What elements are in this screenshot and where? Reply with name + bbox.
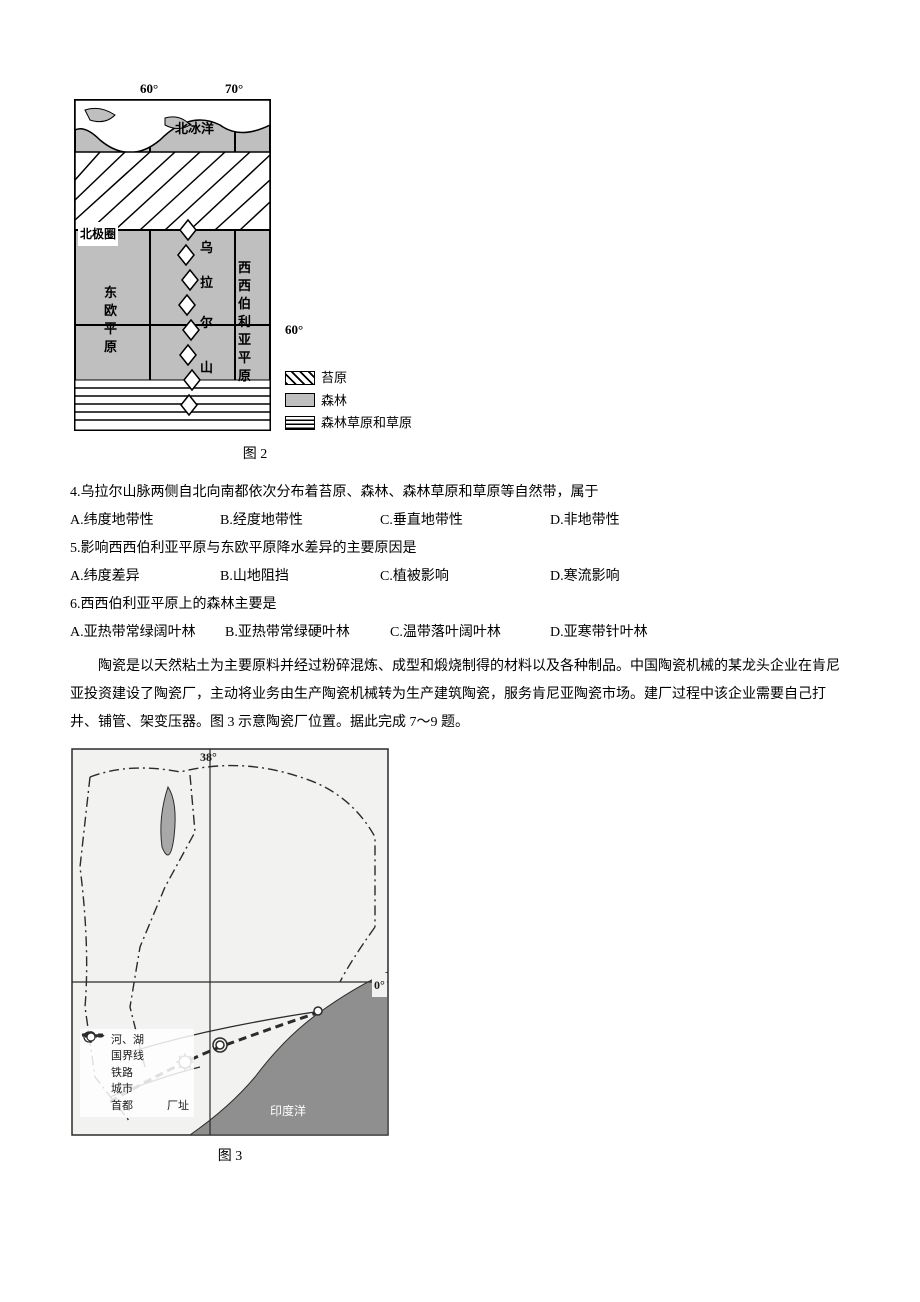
q5-C: C.植被影响: [380, 563, 550, 591]
fig1-mtn-2: 拉: [200, 270, 213, 296]
fig2-lat: 0°: [372, 973, 387, 997]
q4-A: A.纬度地带性: [70, 507, 220, 535]
fig1-lat-60: 60°: [285, 317, 303, 343]
figure-2-map: 38° 0° 印度洋 河、湖 国界线 铁路 城市 首都: [70, 747, 390, 1137]
legend2-factory-label: 厂址: [167, 1098, 189, 1115]
fig1-ocean: 北冰洋: [175, 116, 214, 142]
legend2-border: 国界线: [85, 1048, 189, 1065]
figure-2-caption: 图 3: [70, 1143, 390, 1171]
legend2-rail-label: 铁路: [111, 1065, 133, 1082]
legend-forest: 森林: [285, 391, 412, 411]
figure-2: 38° 0° 印度洋 河、湖 国界线 铁路 城市 首都: [70, 747, 850, 1171]
legend-steppe-label: 森林草原和草原: [321, 413, 412, 433]
fig1-mtn-1: 乌: [200, 235, 213, 261]
legend-tundra: 苔原: [285, 368, 412, 388]
legend2-city: 城市: [85, 1081, 189, 1098]
legend2-capital-factory: 首都 厂址: [85, 1098, 189, 1115]
figure-1-map: 60° 70° 60° 北冰洋 北极圈 东 欧 平 原 西 西 伯 利 亚 平 …: [70, 70, 440, 435]
q5-B: B.山地阻挡: [220, 563, 380, 591]
legend-tundra-label: 苔原: [321, 368, 347, 388]
legend2-capital-label: 首都: [111, 1098, 133, 1115]
q4-options: A.纬度地带性 B.经度地带性 C.垂直地带性 D.非地带性: [70, 507, 850, 535]
legend2-rail: 铁路: [85, 1065, 189, 1082]
fig1-arctic-circle: 北极圈: [78, 222, 118, 246]
legend-forest-label: 森林: [321, 391, 347, 411]
passage-7-9: 陶瓷是以天然粘土为主要原料并经过粉碎混炼、成型和煅烧制得的材料以及各种制品。中国…: [70, 653, 850, 737]
q5-stem: 5.影响西西伯利亚平原与东欧平原降水差异的主要原因是: [70, 535, 850, 563]
fig2-legend: 河、湖 国界线 铁路 城市 首都 厂址: [80, 1029, 194, 1118]
fig1-mtn-3: 尔: [200, 310, 213, 336]
q4-D: D.非地带性: [550, 507, 710, 535]
legend2-river-label: 河、湖: [111, 1032, 144, 1049]
fig1-legend: 苔原 森林 森林草原和草原: [285, 368, 412, 436]
figure-1: 60° 70° 60° 北冰洋 北极圈 东 欧 平 原 西 西 伯 利 亚 平 …: [70, 70, 850, 469]
q5-A: A.纬度差异: [70, 563, 220, 591]
fig2-lon: 38°: [200, 745, 217, 769]
fig2-sea: 印度洋: [270, 1099, 306, 1123]
legend2-city-label: 城市: [111, 1081, 133, 1098]
q4-B: B.经度地带性: [220, 507, 380, 535]
q6-C: C.温带落叶阔叶林: [390, 619, 550, 647]
q6-D: D.亚寒带针叶林: [550, 619, 700, 647]
fig1-mtn-4: 山: [200, 355, 213, 381]
fig1-eastplain-7: 原: [238, 363, 251, 389]
q4-C: C.垂直地带性: [380, 507, 550, 535]
figure-1-caption: 图 2: [70, 441, 440, 469]
q5-options: A.纬度差异 B.山地阻挡 C.植被影响 D.寒流影响: [70, 563, 850, 591]
fig1-westplain-4: 原: [104, 334, 117, 360]
legend2-border-label: 国界线: [111, 1048, 144, 1065]
q4-stem: 4.乌拉尔山脉两侧自北向南都依次分布着苔原、森林、森林草原和草原等自然带，属于: [70, 479, 850, 507]
fig1-lon-70: 70°: [225, 76, 243, 102]
fig1-lon-60: 60°: [140, 76, 158, 102]
q6-stem: 6.西西伯利亚平原上的森林主要是: [70, 591, 850, 619]
legend-steppe: 森林草原和草原: [285, 413, 412, 433]
q6-A: A.亚热带常绿阔叶林: [70, 619, 225, 647]
q5-D: D.寒流影响: [550, 563, 710, 591]
q6-B: B.亚热带常绿硬叶林: [225, 619, 390, 647]
q6-options: A.亚热带常绿阔叶林 B.亚热带常绿硬叶林 C.温带落叶阔叶林 D.亚寒带针叶林: [70, 619, 850, 647]
